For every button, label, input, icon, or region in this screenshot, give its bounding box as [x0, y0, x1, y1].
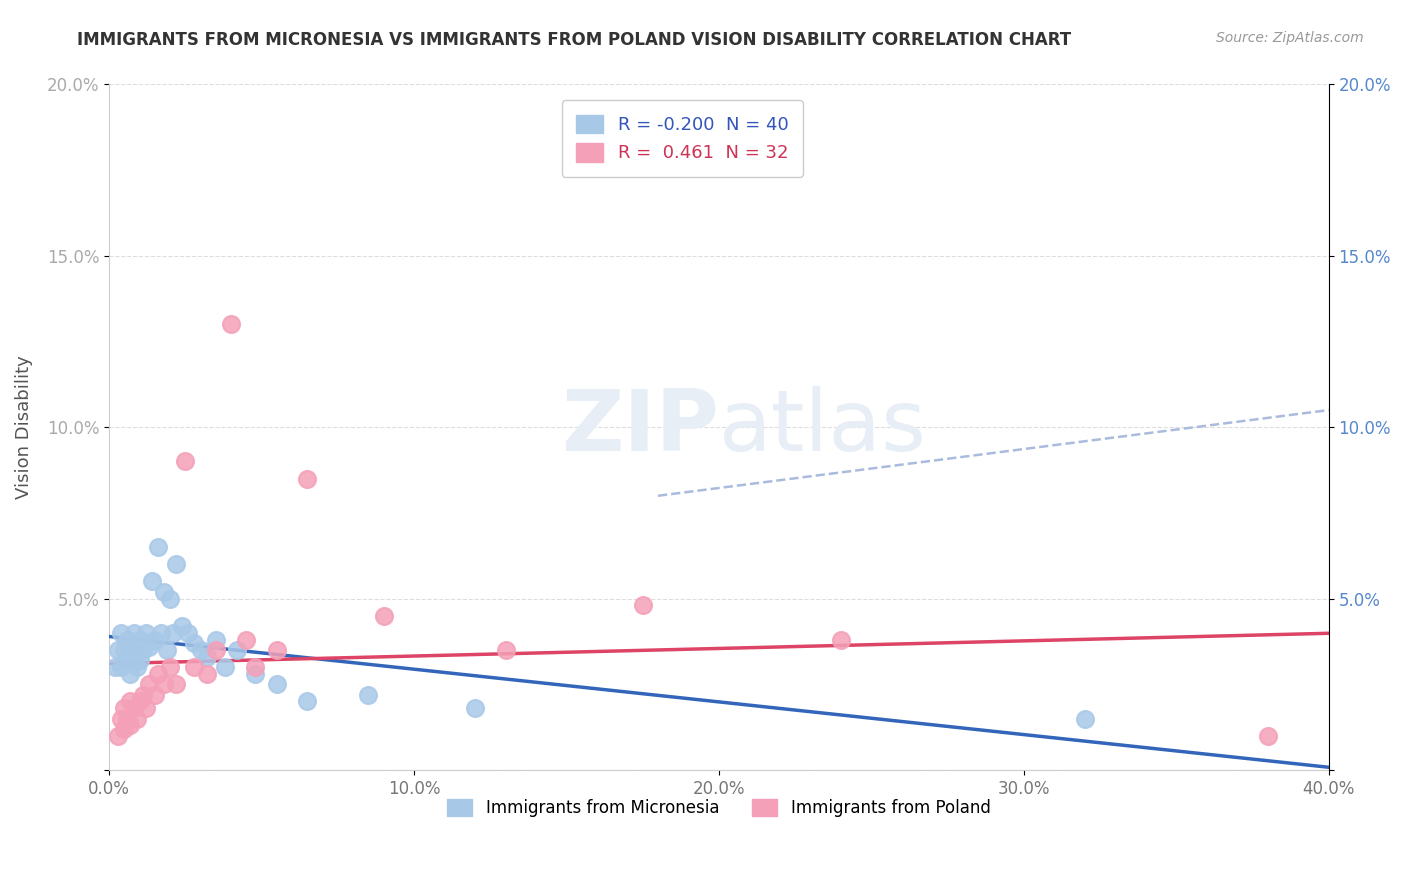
Point: [205, 643, 228, 657]
Legend: Immigrants from Micronesia, Immigrants from Poland: Immigrants from Micronesia, Immigrants f…: [440, 792, 997, 823]
Point: [153, 584, 176, 599]
Point: [214, 660, 236, 674]
Point: [120, 667, 142, 681]
Point: [146, 540, 169, 554]
Point: [156, 643, 179, 657]
Point: [135, 701, 157, 715]
Point: [195, 649, 218, 664]
Point: [162, 626, 184, 640]
Point: [135, 626, 157, 640]
Point: [143, 688, 166, 702]
Point: [125, 660, 148, 674]
Point: [297, 694, 319, 708]
Point: [122, 649, 145, 664]
Point: [146, 667, 169, 681]
Point: [495, 643, 517, 657]
Point: [120, 718, 142, 732]
Point: [138, 640, 160, 654]
Point: [117, 632, 139, 647]
Point: [235, 632, 257, 647]
Point: [153, 677, 176, 691]
Point: [226, 643, 249, 657]
Point: [172, 619, 194, 633]
Point: [177, 626, 200, 640]
Point: [128, 653, 150, 667]
Point: [122, 701, 145, 715]
Point: [165, 558, 187, 572]
Point: [373, 608, 395, 623]
Point: [174, 454, 197, 468]
Point: [219, 318, 242, 332]
Point: [159, 591, 181, 606]
Point: [183, 660, 205, 674]
Point: [110, 660, 132, 674]
Point: [195, 667, 218, 681]
Point: [149, 626, 172, 640]
Point: [631, 599, 654, 613]
Point: [190, 643, 212, 657]
Point: [125, 712, 148, 726]
Point: [205, 632, 228, 647]
Point: [117, 712, 139, 726]
Point: [128, 632, 150, 647]
Point: [159, 660, 181, 674]
Point: [297, 472, 319, 486]
Point: [266, 677, 288, 691]
Point: [357, 688, 380, 702]
Text: atlas: atlas: [718, 385, 927, 468]
Text: Source: ZipAtlas.com: Source: ZipAtlas.com: [1216, 31, 1364, 45]
Point: [122, 626, 145, 640]
Point: [1074, 712, 1097, 726]
Point: [104, 660, 127, 674]
Point: [183, 636, 205, 650]
Point: [1257, 729, 1279, 743]
Text: IMMIGRANTS FROM MICRONESIA VS IMMIGRANTS FROM POLAND VISION DISABILITY CORRELATI: IMMIGRANTS FROM MICRONESIA VS IMMIGRANTS…: [77, 31, 1071, 49]
Point: [143, 632, 166, 647]
Point: [110, 626, 132, 640]
Point: [110, 712, 132, 726]
Point: [120, 643, 142, 657]
Point: [131, 688, 153, 702]
Text: ZIP: ZIP: [561, 385, 718, 468]
Point: [266, 643, 288, 657]
Point: [165, 677, 187, 691]
Point: [830, 632, 852, 647]
Y-axis label: Vision Disability: Vision Disability: [15, 355, 32, 500]
Point: [464, 701, 486, 715]
Point: [245, 667, 267, 681]
Point: [120, 694, 142, 708]
Point: [117, 653, 139, 667]
Point: [245, 660, 267, 674]
Point: [107, 729, 129, 743]
Point: [138, 677, 160, 691]
Point: [141, 574, 163, 589]
Point: [112, 722, 135, 736]
Point: [112, 643, 135, 657]
Point: [128, 694, 150, 708]
Point: [131, 643, 153, 657]
Point: [112, 701, 135, 715]
Point: [107, 643, 129, 657]
